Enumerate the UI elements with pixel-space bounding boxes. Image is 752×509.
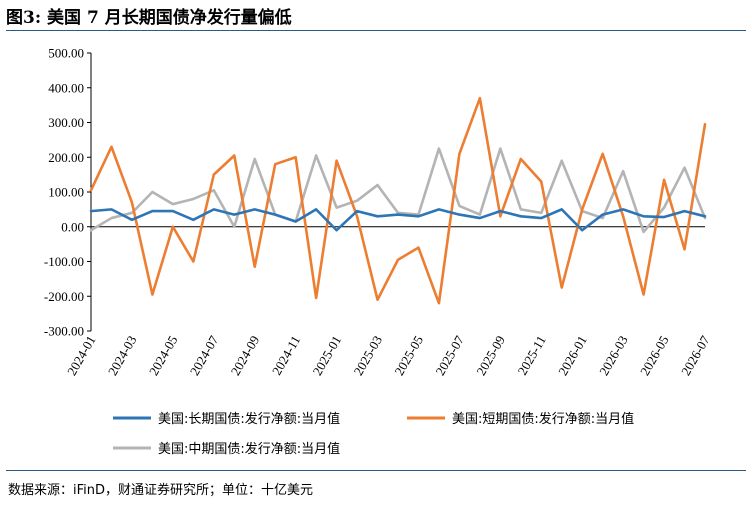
- y-tick-label: 300.00: [48, 115, 84, 130]
- series-line: [89, 96, 707, 305]
- line-chart: 500.00 400.00 300.00 200.00 100.00 0.00 -100.0…: [44, 46, 713, 458]
- legend: 美国:长期国债:发行净额:当月值 美国:短期国债:发行净额:当月值美国:中期国债:…: [113, 411, 634, 457]
- legend-label: 美国:短期国债:发行净额:当月值: [452, 411, 634, 427]
- y-axis: 500.00 400.00 300.00 200.00 100.00 0.00 -100.0…: [44, 46, 92, 339]
- x-tick-label: 2024-07: [187, 333, 222, 378]
- y-tick-label: 0.00: [61, 219, 84, 234]
- series-line: [89, 147, 707, 234]
- x-tick-label: 2024-09: [228, 333, 263, 378]
- x-tick-label: 2025-05: [391, 333, 426, 378]
- y-tick-label: 100.00: [48, 185, 84, 200]
- y-tick-label: -100.00: [44, 254, 84, 269]
- title-rule: [6, 30, 746, 31]
- y-tick-label: -200.00: [44, 289, 84, 304]
- x-tick-label: 2026-07: [678, 333, 713, 378]
- y-tick-label: 400.00: [48, 80, 84, 95]
- y-tick-label: 200.00: [48, 150, 84, 165]
- series-line: [89, 208, 707, 232]
- x-tick-label: 2024-11: [269, 333, 303, 378]
- x-tick-label: 2024-01: [64, 333, 99, 378]
- y-tick-label: 500.00: [48, 46, 84, 61]
- x-tick-label: 2026-03: [596, 333, 631, 378]
- footer-rule: [6, 470, 746, 471]
- series-lines: [89, 96, 707, 305]
- legend-label: 美国:长期国债:发行净额:当月值: [158, 411, 340, 427]
- x-tick-label: 2024-05: [146, 333, 181, 378]
- x-tick-label: 2026-05: [637, 333, 672, 378]
- x-tick-label: 2025-07: [432, 333, 467, 378]
- x-tick-label: 2024-03: [105, 333, 140, 378]
- x-tick-label: 2025-09: [473, 333, 508, 378]
- legend-label: 美国:中期国债:发行净额:当月值: [158, 441, 340, 457]
- x-tick-label: 2025-03: [350, 333, 385, 378]
- x-tick-label: 2025-01: [310, 333, 345, 378]
- x-tick-label: 2026-01: [555, 333, 590, 378]
- x-axis: 2024-01 2024-03 2024-05 2024-07 2024-09 2024-…: [64, 226, 713, 378]
- source-note: 数据来源：iFinD，财通证券研究所；单位：十亿美元: [8, 483, 314, 498]
- x-tick-label: 2025-11: [514, 333, 548, 378]
- y-tick-label: -300.00: [44, 324, 84, 339]
- chart-title: 图3: 美国 7 月长期国债净发行量偏低: [6, 8, 292, 28]
